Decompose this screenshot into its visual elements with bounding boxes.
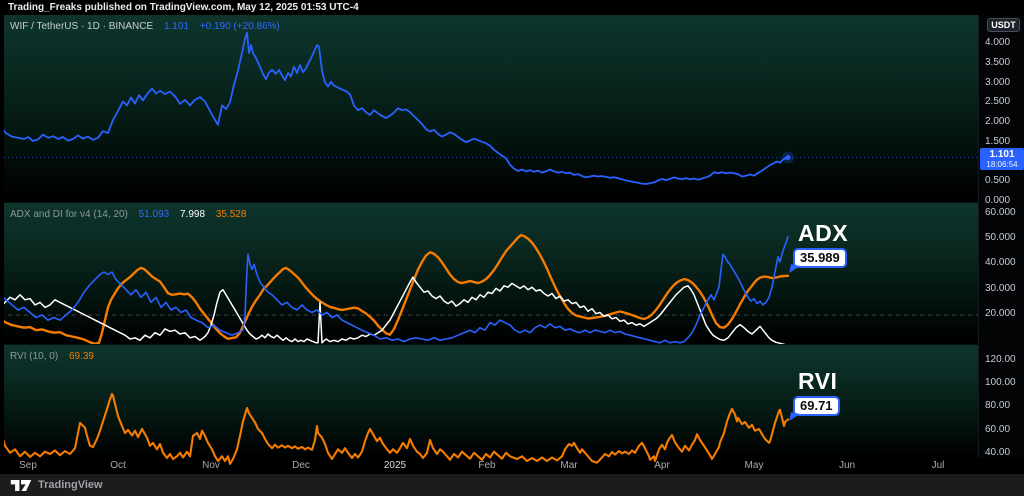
di-white-value: 7.998 <box>180 209 206 220</box>
axis-tick-label: 80.00 <box>985 400 1011 412</box>
badge-countdown: 18:06:54 <box>986 160 1018 169</box>
wif-price-line <box>0 31 789 185</box>
time-axis-label: Mar <box>560 460 578 471</box>
rvi-annotation-badge[interactable]: 69.71 <box>789 396 840 423</box>
time-axis[interactable]: Sep Oct Nov Dec 2025 Feb Mar Apr May Jun Jul <box>0 458 1024 474</box>
callout-tail-icon <box>789 264 800 275</box>
rvi-annotation[interactable]: RVI 69.71 <box>789 368 840 423</box>
adx-panel[interactable]: ADX and DI for v4 (14, 20) 51.093 7.998 … <box>0 202 978 345</box>
rvi-indicator-title[interactable]: RVI (10, 0) <box>10 351 59 362</box>
time-axis-label: Jun <box>838 460 856 471</box>
adx-annotation-badge[interactable]: 35.989 <box>789 248 847 275</box>
axis-tick-label: 50.000 <box>985 232 1016 244</box>
left-edge-strip <box>0 15 4 458</box>
time-axis-label: Feb <box>478 460 496 471</box>
last-price-value: 1.101 <box>163 21 189 32</box>
time-axis-label: 2025 <box>383 460 407 471</box>
rvi-line <box>0 392 790 465</box>
footer-bar: TradingView <box>0 474 1024 496</box>
axis-tick-label: 0.000 <box>985 195 1011 206</box>
time-axis-label: Sep <box>19 460 37 471</box>
axis-tick-label: 3.000 <box>985 76 1011 88</box>
rvi-value: 69.39 <box>68 351 94 362</box>
badge-price: 1.101 <box>989 149 1015 160</box>
rvi-chart-canvas[interactable] <box>0 345 978 465</box>
di-orange-line <box>0 233 790 345</box>
rvi-annotation-value: 69.71 <box>800 398 833 413</box>
di-orange-value: 35.528 <box>215 209 247 220</box>
time-axis-label: Nov <box>202 460 220 471</box>
symbol-title[interactable]: WIF / TetherUS · 1D · BINANCE <box>10 21 154 32</box>
axis-tick-label: 3.500 <box>985 56 1011 68</box>
axis-tick-label: 60.000 <box>985 206 1016 218</box>
axis-tick-label: 40.000 <box>985 257 1016 269</box>
time-axis-label: Apr <box>654 460 670 471</box>
axis-tick-label: 0.500 <box>985 175 1011 187</box>
axis-tick-label: 2.500 <box>985 96 1011 108</box>
adx-annotation-value: 35.989 <box>800 250 840 265</box>
attribution-bar: Trading_Freaks published on TradingView.… <box>0 0 1024 15</box>
rvi-annotation-title: RVI <box>798 368 838 394</box>
adx-indicator-title[interactable]: ADX and DI for v4 (14, 20) <box>10 209 128 220</box>
price-scale-axis[interactable]: USDT 4.000 3.500 3.000 2.500 2.000 1.500 0.500… <box>978 15 1024 458</box>
last-price-dot <box>785 155 791 160</box>
callout-tail-icon <box>789 412 800 423</box>
axis-tick-label: 120.00 <box>985 353 1016 365</box>
axis-tick-label: 20.000 <box>985 308 1016 319</box>
adx-legend: ADX and DI for v4 (14, 20) 51.093 7.998 … <box>10 209 246 220</box>
adx-annotation[interactable]: ADX 35.989 <box>789 220 849 275</box>
axis-tick-label: 40.00 <box>985 447 1011 458</box>
rvi-panel[interactable]: RVI (10, 0) 69.39 RVI 69.71 <box>0 344 978 465</box>
axis-tick-label: 100.00 <box>985 377 1016 389</box>
adx-blue-line <box>0 235 789 344</box>
adx-value: 51.093 <box>138 209 170 220</box>
axis-tick-label: 4.000 <box>985 37 1011 48</box>
adx-chart-canvas[interactable] <box>0 203 978 345</box>
adx-annotation-title: ADX <box>798 220 849 246</box>
price-legend: WIF / TetherUS · 1D · BINANCE 1.101 +0.1… <box>10 21 280 32</box>
attribution-text: Trading_Freaks published on TradingView.… <box>8 2 359 13</box>
price-change-value: +0.190 (+20.86%) <box>199 21 280 32</box>
axis-tick-label: 60.00 <box>985 423 1011 435</box>
time-axis-label: Jul <box>931 460 945 471</box>
axis-tick-label: 2.000 <box>985 116 1011 127</box>
price-panel[interactable]: WIF / TetherUS · 1D · BINANCE 1.101 +0.1… <box>0 15 978 202</box>
axis-tick-label: 1.500 <box>985 135 1011 147</box>
tradingview-logo-icon[interactable] <box>10 479 32 492</box>
tradingview-brand-text[interactable]: TradingView <box>38 479 103 491</box>
time-axis-label: Oct <box>110 460 126 471</box>
rvi-legend: RVI (10, 0) 69.39 <box>10 351 94 362</box>
time-axis-label: May <box>744 460 764 471</box>
price-chart-canvas[interactable] <box>0 15 978 202</box>
last-price-badge: 1.101 18:06:54 <box>980 148 1024 170</box>
currency-toggle-button[interactable]: USDT <box>987 18 1020 32</box>
di-white-line <box>0 276 789 345</box>
axis-tick-label: 30.000 <box>985 282 1016 294</box>
time-axis-label: Dec <box>292 460 310 471</box>
